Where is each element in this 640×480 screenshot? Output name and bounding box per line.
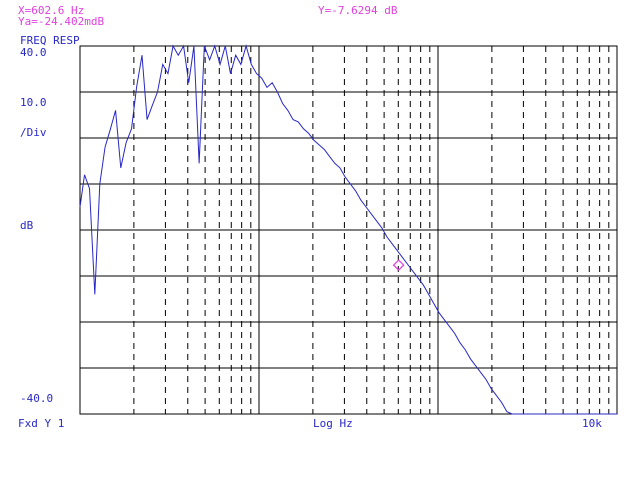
- response-trace: [79, 44, 617, 415]
- y-unit-label: dB: [20, 219, 34, 232]
- y-scale-label: 10.0: [20, 96, 47, 109]
- fxd-y-label: Fxd Y 1: [18, 417, 64, 430]
- marker-diamond: [392, 259, 405, 271]
- x-readout: X=602.6 Hz: [18, 4, 84, 17]
- y-top-label: 40.0: [20, 46, 47, 59]
- y-bottom-label: -40.0: [20, 392, 53, 405]
- per-div-label: /Div: [20, 126, 47, 139]
- y-readout: Y=-7.6294 dB: [318, 4, 398, 17]
- ya-readout: Ya=-24.402mdB: [18, 15, 104, 28]
- x-max-label: 10k: [582, 417, 602, 430]
- plot-grid: [79, 45, 618, 415]
- chart-title: FREQ RESP: [20, 34, 80, 47]
- x-axis-label: Log Hz: [313, 417, 353, 430]
- trace-layer: [79, 44, 617, 415]
